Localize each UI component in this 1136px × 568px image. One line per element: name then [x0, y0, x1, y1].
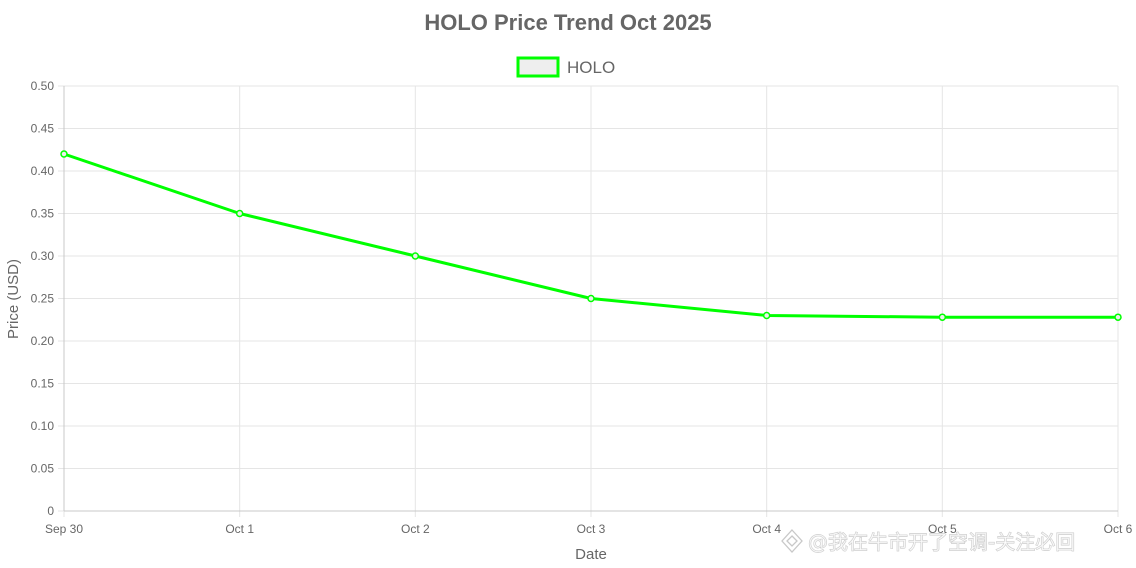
y-tick-label: 0.20: [31, 334, 55, 348]
x-tick-label: Oct 1: [225, 522, 254, 536]
data-point[interactable]: [235, 209, 244, 218]
grid: [58, 85, 1119, 517]
x-tick-label: Oct 3: [577, 522, 606, 536]
y-axis-ticks: 0 0.05 0.10 0.15 0.20 0.25 0.30 0.35 0.40 0.45 0.5…: [31, 79, 55, 518]
x-tick-label: Sep 30: [45, 522, 83, 536]
y-tick-label: 0: [47, 504, 54, 518]
y-tick-label: 0.10: [31, 419, 55, 433]
y-tick-label: 0.40: [31, 164, 55, 178]
watermark: @我在牛市开了空调-关注必回: [781, 529, 1076, 554]
y-tick-label: 0.05: [31, 462, 55, 476]
data-point[interactable]: [762, 311, 771, 320]
data-point[interactable]: [60, 150, 68, 158]
watermark-text: @我在牛市开了空调-关注必回: [808, 530, 1075, 554]
x-tick-label: Oct 5: [928, 522, 957, 536]
y-tick-label: 0.15: [31, 377, 55, 391]
data-point[interactable]: [1114, 313, 1122, 321]
data-point[interactable]: [411, 252, 420, 260]
y-axis-title: Price (USD): [5, 259, 22, 339]
x-axis-ticks: Sep 30 Oct 1 Oct 2 Oct 3 Oct 4 Oct 5 Oct 6: [45, 522, 1133, 536]
y-tick-label: 0.50: [31, 79, 55, 93]
y-tick-label: 0.45: [31, 122, 55, 136]
legend[interactable]: HOLO: [516, 56, 615, 78]
y-tick-label: 0.30: [31, 249, 55, 263]
y-tick-label: 0.25: [31, 292, 55, 306]
series-layer: [60, 150, 1122, 321]
y-tick-label: 0.35: [31, 207, 55, 221]
x-axis-title: Date: [575, 546, 607, 563]
x-tick-label: Oct 6: [1104, 522, 1133, 536]
chart-title: HOLO Price Trend Oct 2025: [424, 10, 711, 35]
data-point[interactable]: [938, 313, 947, 321]
x-tick-label: Oct 4: [752, 522, 781, 536]
legend-label-holo[interactable]: HOLO: [567, 58, 615, 77]
legend-swatch-holo[interactable]: [516, 56, 560, 78]
platform-logo-icon: [781, 529, 803, 553]
x-tick-label: Oct 2: [401, 522, 430, 536]
data-point[interactable]: [587, 294, 595, 303]
